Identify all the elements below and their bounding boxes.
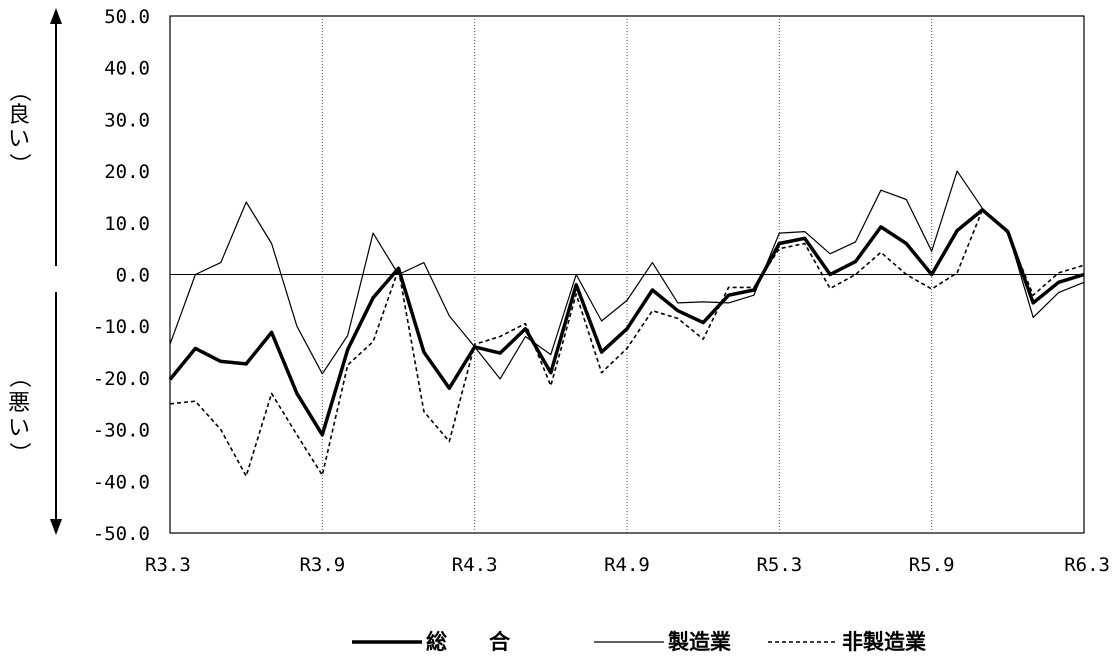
x-tick-label: R5.3 (756, 554, 802, 576)
legend-item-non-manufacturing: 非製造業 (768, 630, 927, 654)
legend: 総 合 製造業 非製造業 (352, 630, 927, 654)
y-tick-label: 30.0 (104, 109, 150, 131)
good-label-close-paren: ） (6, 153, 31, 175)
series-total-line (168, 208, 1085, 437)
y-tick-label: 20.0 (104, 161, 150, 183)
good-label: （ 良 い ） (6, 80, 31, 175)
y-tick-label: 50.0 (104, 6, 150, 28)
bad-label: （ 悪 い ） (6, 366, 31, 464)
y-tick-label: 10.0 (104, 213, 150, 235)
x-tick-label: R3.9 (299, 554, 345, 576)
bad-label-char-1: 悪 (8, 391, 30, 416)
bad-label-close-paren: ） (6, 442, 31, 464)
bad-label-open-paren: （ (6, 366, 31, 388)
legend-label-non-manufacturing: 非製造業 (842, 630, 927, 654)
good-label-char-1: 良 (8, 103, 30, 128)
y-tick-label: -30.0 (93, 420, 150, 442)
bad-direction-arrow (50, 292, 62, 535)
series-non-manufacturing-line (169, 209, 1085, 477)
y-tick-label: -20.0 (93, 368, 150, 390)
good-label-open-paren: （ (6, 80, 31, 102)
legend-label-manufacturing: 製造業 (667, 630, 732, 654)
y-tick-label: 0.0 (116, 265, 150, 287)
y-tick-label: 40.0 (104, 58, 150, 80)
x-tick-label: R4.3 (452, 554, 498, 576)
legend-item-manufacturing: 製造業 (594, 630, 732, 654)
x-tick-labels: R3.3 R3.9 R4.3 R4.9 R5.3 R5.9 R6.3 (145, 554, 1110, 576)
y-tick-labels: 50.0 40.0 30.0 20.0 10.0 0.0 -10.0 -20.0 -30.0 -4… (93, 6, 150, 545)
y-tick-label: -40.0 (93, 471, 150, 493)
y-tick-label: -50.0 (93, 523, 150, 545)
legend-item-total: 総 合 (352, 630, 511, 654)
y-tick-label: -10.0 (93, 316, 150, 338)
x-tick-label: R4.9 (604, 554, 650, 576)
bad-label-char-2: い (8, 416, 30, 441)
series-manufacturing-line (169, 170, 1085, 380)
good-direction-arrow (50, 8, 62, 266)
x-tick-label: R5.9 (909, 554, 955, 576)
good-label-char-2: い (8, 127, 30, 152)
x-tick-label: R3.3 (145, 554, 191, 576)
legend-label-total: 総 合 (426, 630, 511, 654)
x-tick-label: R6.3 (1064, 554, 1110, 576)
series-lines (168, 170, 1085, 477)
